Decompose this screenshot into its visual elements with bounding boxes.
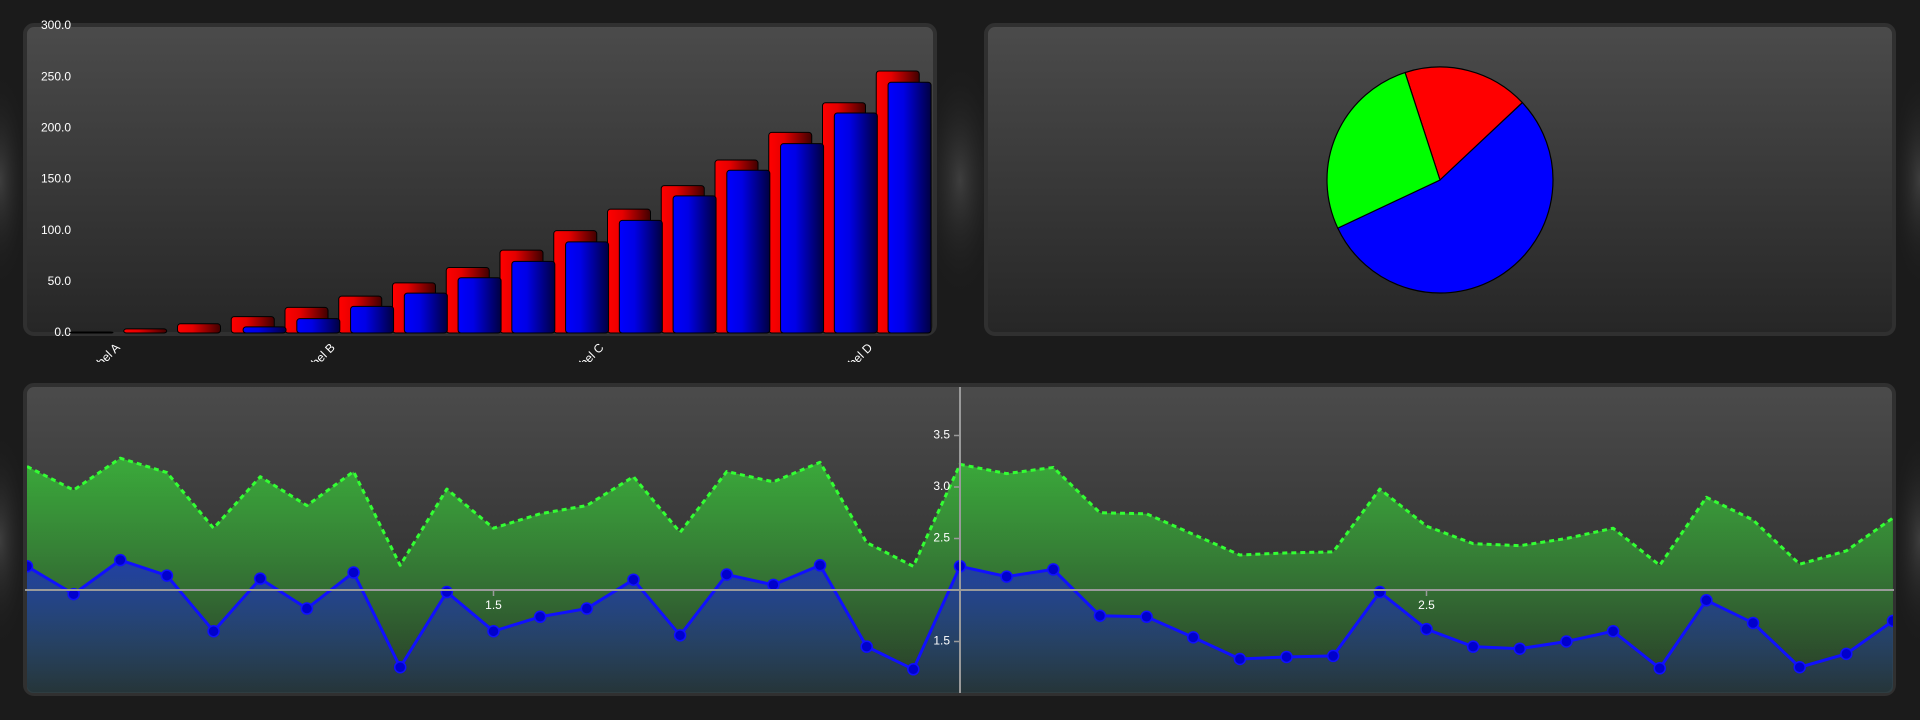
y-tick-label: 100.0 (41, 223, 71, 237)
y-tick-label: 250.0 (41, 69, 71, 83)
pie-slice (1404, 66, 1524, 182)
y-tick-label: 3.5 (933, 428, 950, 442)
point (393, 661, 407, 674)
point (1513, 642, 1527, 655)
point (1560, 635, 1573, 648)
point (1700, 594, 1713, 607)
point (580, 602, 594, 615)
point (673, 629, 687, 642)
y-tick-label: 150.0 (41, 172, 71, 186)
line-axes: 1.5 2.5 1.5 2.5 3.0 3.5 (25, 387, 1894, 693)
y-tick-label: 2.5 (933, 531, 950, 545)
bar-shade (177, 323, 221, 333)
point (347, 566, 360, 579)
background-glow (1890, 70, 1920, 290)
point (1187, 631, 1200, 644)
bar-shade (511, 261, 555, 333)
bar-shade (565, 241, 609, 333)
point (813, 559, 827, 572)
point (1047, 563, 1060, 576)
point (254, 572, 267, 585)
bar-shade (350, 306, 394, 333)
point (1233, 652, 1247, 666)
bar-shade (404, 293, 448, 333)
point (1373, 585, 1387, 599)
point (907, 663, 920, 676)
point (160, 569, 174, 582)
point (1000, 570, 1013, 583)
background-glow (0, 430, 30, 650)
point (767, 578, 780, 592)
bar-shade (888, 82, 932, 334)
point (1280, 650, 1293, 664)
pie-chart (1326, 66, 1554, 294)
bar-shade (780, 143, 824, 333)
point (1653, 662, 1666, 675)
bar-shade (834, 112, 878, 333)
pie-slice (1336, 101, 1554, 294)
point (440, 585, 454, 599)
point (487, 624, 500, 638)
bar-shade (123, 328, 167, 333)
bar-shade (296, 318, 340, 333)
point (67, 587, 80, 601)
bar-chart: 0.0 50.0 100.0 150.0 200.0 250.0 300.0 (41, 18, 932, 339)
y-tick-label: 3.0 (933, 479, 950, 493)
point (1326, 649, 1340, 663)
bar-shade (673, 195, 717, 333)
background-glow (920, 60, 1000, 300)
bar-shade (70, 331, 113, 333)
y-tick-label: 1.5 (933, 634, 950, 648)
point (1746, 616, 1760, 630)
point (720, 568, 733, 581)
x-tick-label: 2.5 (1418, 598, 1435, 612)
background-glow (1890, 430, 1920, 650)
y-tick-label: 50.0 (48, 274, 72, 288)
y-tick-label: 200.0 (41, 121, 71, 135)
point (533, 610, 547, 624)
point (207, 624, 220, 638)
point (1140, 610, 1153, 624)
point (1840, 647, 1853, 661)
point (1793, 661, 1806, 674)
bar-shade (243, 326, 287, 333)
background-glow (0, 70, 30, 290)
point (1466, 640, 1480, 653)
point (1606, 624, 1620, 638)
point (27, 560, 34, 573)
point (1093, 609, 1107, 622)
point (300, 602, 314, 615)
point (627, 573, 640, 586)
point (1886, 614, 1893, 628)
x-tick-label: 1.5 (485, 598, 502, 612)
point (860, 640, 873, 653)
pie-slice (1326, 71, 1441, 229)
y-tick-label: 300.0 (41, 18, 71, 32)
bar-shade (726, 170, 770, 333)
point (114, 553, 127, 567)
y-tick-label: 0.0 (54, 325, 71, 339)
point (1420, 622, 1433, 636)
bar-shade (458, 277, 502, 333)
bar-shade (619, 220, 663, 333)
